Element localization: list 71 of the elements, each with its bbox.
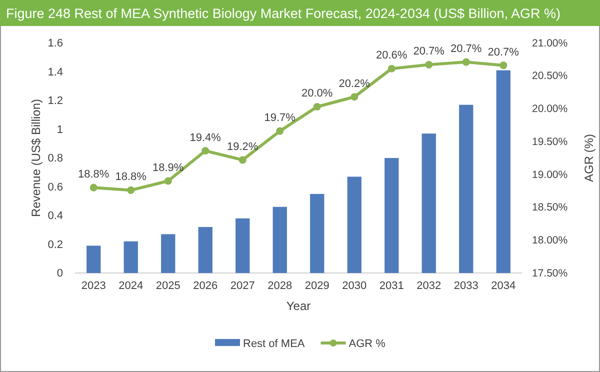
data-label: 18.8%	[115, 171, 147, 184]
y-tick-label: 0.8	[48, 152, 63, 165]
bar	[86, 246, 101, 273]
x-tick-label: 2025	[156, 280, 180, 292]
y2-tick-label: 17.50%	[532, 267, 568, 280]
point	[500, 62, 508, 70]
data-label: 20.6%	[376, 50, 408, 62]
point	[127, 186, 135, 194]
y-tick-label: 1	[56, 124, 63, 136]
y2-tick-label: 21.00%	[532, 37, 568, 50]
bar	[161, 234, 176, 273]
x-tick-label: 2031	[379, 280, 404, 292]
point	[238, 156, 246, 164]
y-tick-label: 1.4	[48, 66, 63, 78]
x-tick-label: 2027	[230, 280, 255, 292]
x-tick-label: 2033	[454, 280, 478, 292]
x-tick-label: 2029	[304, 280, 330, 292]
y2-axis-title: AGR (%)	[582, 134, 596, 182]
bar	[384, 158, 399, 273]
data-label: 20.0%	[302, 88, 333, 100]
y2-tick-label: 18.50%	[532, 202, 568, 214]
y2-tick-label: 18.00%	[532, 234, 568, 247]
y2-tick-label: 20.50%	[532, 70, 568, 82]
x-tick-label: 2028	[268, 280, 292, 292]
bar	[124, 241, 138, 273]
point	[462, 58, 470, 66]
data-label: 19.2%	[227, 140, 258, 153]
point	[202, 146, 210, 155]
y-tick-label: 0.2	[48, 238, 63, 251]
point	[276, 127, 284, 135]
x-tick-label: 2026	[193, 280, 218, 292]
y-tick-label: 1.6	[48, 38, 63, 50]
bar	[347, 176, 362, 273]
point	[425, 60, 433, 68]
x-tick-label: 2024	[118, 280, 144, 292]
y-tick-label: 0.4	[48, 210, 63, 222]
bar	[198, 227, 212, 273]
bar	[496, 70, 510, 273]
data-label: 20.2%	[338, 78, 370, 90]
point	[350, 93, 358, 101]
chart-title: Figure 248 Rest of MEA Synthetic Biology Market Forecast, 2024-2034 (US$ Billion, AGR %)	[6, 6, 561, 21]
y-tick-label: 0.6	[48, 181, 63, 194]
data-label: 19.4%	[190, 132, 222, 144]
legend-label: Rest of MEA	[243, 338, 306, 350]
legend-label: AGR %	[348, 338, 386, 350]
y2-tick-label: 19.50%	[532, 136, 568, 148]
point	[313, 102, 321, 111]
x-tick-label: 2023	[81, 280, 106, 292]
x-axis-title: Year	[286, 299, 311, 313]
point	[90, 184, 98, 192]
y-tick-label: 1.2	[48, 95, 63, 108]
x-tick-label: 2030	[342, 280, 367, 292]
data-label: 19.7%	[264, 112, 296, 124]
bar	[459, 104, 474, 273]
data-label: 20.7%	[450, 43, 482, 56]
y-tick-label: 0	[56, 268, 63, 280]
bar	[310, 194, 324, 273]
y2-tick-label: 19.00%	[532, 168, 568, 181]
y-axis-title: Revenue (US$ Billion)	[29, 98, 43, 218]
data-label: 20.7%	[413, 46, 445, 58]
point	[388, 64, 396, 72]
y2-tick-label: 20.00%	[532, 103, 568, 116]
x-tick-label: 2034	[491, 280, 516, 292]
point	[164, 177, 172, 185]
bar	[272, 206, 287, 273]
x-tick-label: 2032	[416, 280, 442, 292]
data-label: 18.9%	[152, 162, 184, 174]
bar	[422, 134, 436, 273]
bar	[236, 218, 250, 273]
data-label: 18.8%	[78, 168, 110, 181]
data-label: 20.7%	[488, 46, 520, 58]
